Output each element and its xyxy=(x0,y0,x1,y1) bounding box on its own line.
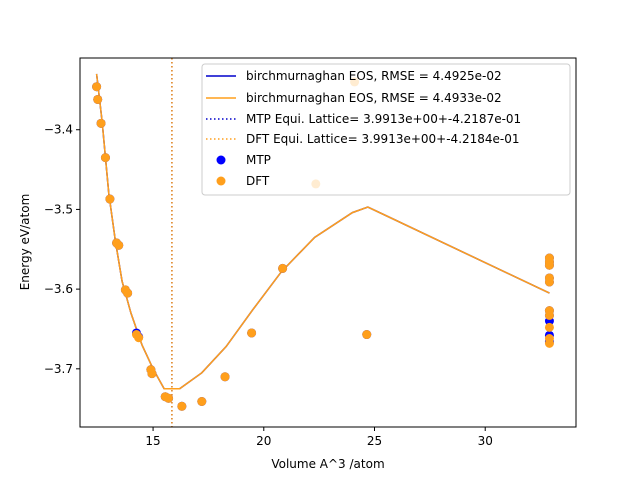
dft-point xyxy=(177,401,187,411)
y-tick-label: −3.6 xyxy=(44,282,73,296)
legend-dft-lattice-label: DFT Equi. Lattice= 3.9913e+00+-4.2184e-0… xyxy=(246,132,520,146)
dft-point xyxy=(93,94,103,104)
y-tick-label: −3.4 xyxy=(44,123,73,137)
legend-mtp-label: MTP xyxy=(246,153,271,167)
y-tick-label: −3.5 xyxy=(44,202,73,216)
x-tick-label: 20 xyxy=(256,434,271,448)
x-tick-label: 30 xyxy=(478,434,493,448)
dft-point xyxy=(105,194,115,204)
dft-point xyxy=(544,322,554,332)
axes-frame xyxy=(79,57,577,428)
dft-point xyxy=(362,330,372,340)
x-axis-ticks: 15 20 25 30 xyxy=(145,427,493,448)
legend: birchmurnaghan EOS, RMSE = 4.4925e-02 bi… xyxy=(201,63,571,196)
legend-dft-eos-label: birchmurnaghan EOS, RMSE = 4.4933e-02 xyxy=(246,91,502,105)
dft-point xyxy=(100,153,110,163)
dft-point xyxy=(544,277,554,287)
dft-point xyxy=(278,263,288,273)
dft-point xyxy=(544,260,554,270)
x-tick-label: 25 xyxy=(367,434,382,448)
y-axis-label: Energy eV/atom xyxy=(18,194,32,291)
x-tick-label: 15 xyxy=(145,434,160,448)
dft-point xyxy=(247,328,257,338)
legend-box xyxy=(201,63,571,196)
dft-point xyxy=(220,372,230,382)
dft-point xyxy=(164,393,174,403)
dft-point xyxy=(134,333,144,343)
y-axis-ticks: −3.7 −3.6 −3.5 −3.4 xyxy=(44,123,80,376)
y-tick-label: −3.7 xyxy=(44,362,73,376)
legend-dft-label: DFT xyxy=(246,174,270,188)
dft-point xyxy=(147,369,157,379)
legend-mtp-marker xyxy=(216,155,226,165)
dft-point xyxy=(123,288,133,298)
dft-point xyxy=(544,310,554,320)
dft-point xyxy=(197,397,207,406)
x-axis-label: Volume A^3 /atom xyxy=(271,457,384,471)
legend-mtp-eos-label: birchmurnaghan EOS, RMSE = 4.4925e-02 xyxy=(246,69,502,83)
dft-eos-curve xyxy=(95,73,550,390)
dft-point xyxy=(96,118,106,128)
dft-point xyxy=(544,338,554,348)
legend-mtp-lattice-label: MTP Equi. Lattice= 3.9913e+00+-4.2187e-0… xyxy=(246,112,521,126)
dft-point xyxy=(92,82,102,92)
dft-point xyxy=(114,240,124,250)
plot-content xyxy=(92,58,554,427)
legend-dft-marker xyxy=(216,176,226,186)
